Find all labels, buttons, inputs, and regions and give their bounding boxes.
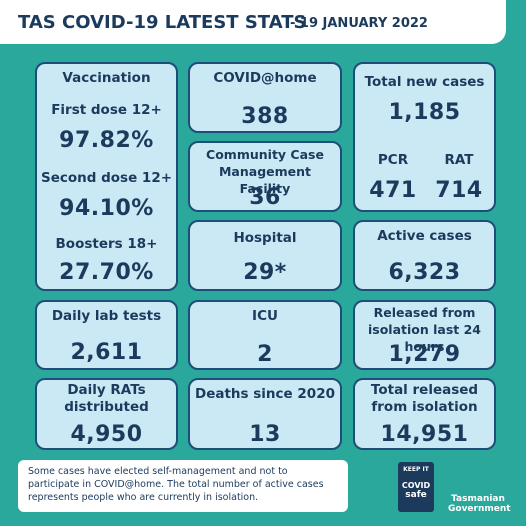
label: PCR [377, 152, 409, 168]
value: 1,279 [388, 342, 461, 367]
new-cases-card: Total new cases 1,185 PCR 471 RAT 714 [353, 62, 496, 212]
value: 29* [243, 260, 287, 285]
released-total-card: Total released from isolation 14,951 [353, 378, 496, 450]
value: 36 [249, 185, 281, 210]
value: 1,185 [388, 100, 461, 125]
label: Active cases [377, 228, 472, 244]
label: Second dose 12+ [40, 170, 173, 186]
home-card: COVID@home 388 [188, 62, 342, 133]
label: Released from isolation last 24 hours [367, 305, 481, 354]
value: 14,951 [380, 422, 469, 447]
value: 27.70% [59, 260, 154, 285]
label: Total released from isolation [370, 382, 479, 415]
title: TAS COVID-19 LATEST STATS [18, 12, 307, 33]
label: ICU [252, 308, 278, 324]
badge-text: KEEP IT [403, 466, 429, 473]
label: Total new cases [364, 74, 485, 90]
active-card: Active cases 6,323 [353, 220, 496, 291]
lab-card: Daily lab tests 2,611 [35, 300, 178, 370]
hospital-card: Hospital 29* [188, 220, 342, 291]
value: 97.82% [59, 128, 154, 153]
icu-card: ICU 2 [188, 300, 342, 370]
value: 4,950 [70, 422, 143, 447]
rats-card: Daily RATs distributed 4,950 [35, 378, 178, 450]
label: Daily lab tests [51, 308, 162, 324]
label: Hospital [233, 230, 297, 246]
label: RAT [444, 152, 474, 168]
value: 94.10% [59, 196, 154, 221]
value: 2,611 [70, 340, 143, 365]
value: 471 [369, 178, 417, 203]
label: First dose 12+ [51, 102, 162, 118]
gov-logo: Tasmanian Government [448, 494, 511, 514]
released-24-card: Released from isolation last 24 hours 1,… [353, 300, 496, 370]
deaths-card: Deaths since 2020 13 [188, 378, 342, 450]
vaccination-card: Vaccination First dose 12+ 97.82% Second… [35, 62, 178, 291]
label: Daily RATs distributed [64, 382, 149, 415]
community-card: Community Case Management Facility 36 [188, 141, 342, 212]
label: Boosters 18+ [55, 236, 158, 252]
label: Deaths since 2020 [195, 386, 335, 402]
footnote: Some cases have elected self-management … [18, 460, 348, 512]
badge-text: safe [405, 490, 427, 500]
label: Community Case Management Facility [206, 147, 324, 196]
value: 388 [241, 104, 289, 129]
header: TAS COVID-19 LATEST STATS - 19 JANUARY 2… [0, 0, 506, 44]
covid-safe-badge: KEEP IT COVID safe [398, 462, 434, 512]
badge-text: COVID [401, 481, 431, 490]
value: 13 [249, 422, 281, 447]
date: - 19 JANUARY 2022 [290, 16, 428, 31]
value: 2 [257, 342, 273, 367]
value: 714 [435, 178, 483, 203]
value: 6,323 [388, 260, 461, 285]
card-title: Vaccination [62, 70, 151, 86]
label: COVID@home [213, 70, 317, 86]
